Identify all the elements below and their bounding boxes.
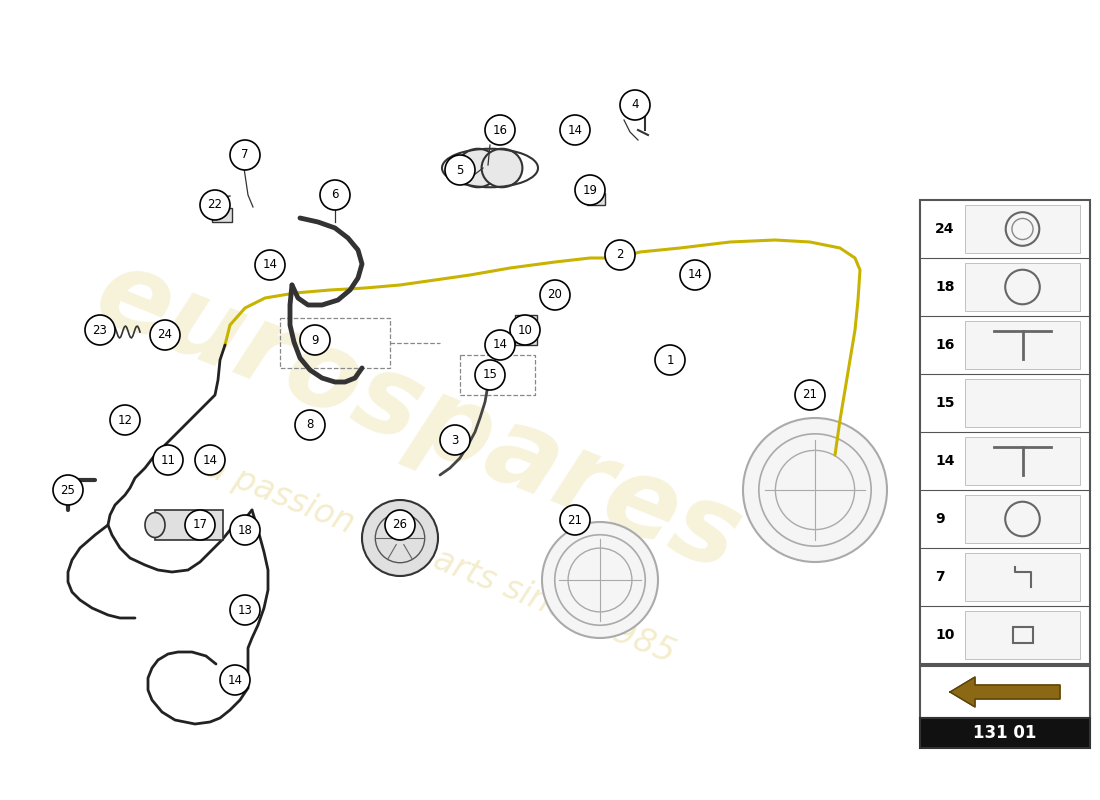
Text: 24: 24: [935, 222, 955, 236]
Bar: [965, 379, 1080, 427]
Bar: [515, 315, 537, 345]
Text: 2: 2: [616, 249, 624, 262]
Text: 9: 9: [935, 512, 945, 526]
Bar: [965, 263, 1080, 311]
Text: 4: 4: [631, 98, 639, 111]
Circle shape: [742, 418, 887, 562]
Text: 12: 12: [118, 414, 132, 426]
Bar: [1012, 627, 1033, 643]
Bar: [587, 193, 605, 205]
Text: 22: 22: [208, 198, 222, 211]
Text: 11: 11: [161, 454, 176, 466]
Text: 14: 14: [568, 123, 583, 137]
Text: 3: 3: [451, 434, 459, 446]
Bar: [155, 510, 223, 540]
Text: 6: 6: [331, 189, 339, 202]
Text: 13: 13: [238, 603, 252, 617]
Circle shape: [510, 315, 540, 345]
Text: 24: 24: [157, 329, 173, 342]
Circle shape: [440, 425, 470, 455]
Bar: [920, 718, 1090, 748]
Circle shape: [654, 345, 685, 375]
Text: 14: 14: [493, 338, 507, 351]
Circle shape: [485, 330, 515, 360]
Text: 7: 7: [241, 149, 249, 162]
Circle shape: [200, 190, 230, 220]
Ellipse shape: [145, 513, 165, 538]
Text: 14: 14: [228, 674, 242, 686]
Circle shape: [485, 115, 515, 145]
Bar: [920, 666, 1090, 718]
Circle shape: [542, 522, 658, 638]
Text: 17: 17: [192, 518, 208, 531]
Circle shape: [110, 405, 140, 435]
Text: 131 01: 131 01: [974, 724, 1036, 742]
Text: 8: 8: [306, 418, 313, 431]
Circle shape: [362, 500, 438, 576]
Text: 9: 9: [311, 334, 319, 346]
Circle shape: [255, 250, 285, 280]
Circle shape: [680, 260, 710, 290]
Circle shape: [475, 360, 505, 390]
Text: eurospares: eurospares: [80, 238, 756, 594]
Text: 14: 14: [688, 269, 703, 282]
Text: 10: 10: [935, 628, 955, 642]
Text: 26: 26: [393, 518, 407, 531]
Polygon shape: [950, 677, 1060, 707]
Text: 19: 19: [583, 183, 597, 197]
Text: 14: 14: [263, 258, 277, 271]
Text: 14: 14: [202, 454, 218, 466]
Text: 16: 16: [935, 338, 955, 352]
Circle shape: [230, 515, 260, 545]
Bar: [965, 205, 1080, 253]
Text: a passion for parts since 1985: a passion for parts since 1985: [200, 450, 680, 670]
Circle shape: [230, 140, 260, 170]
Bar: [920, 200, 1090, 664]
Text: 14: 14: [935, 454, 955, 468]
Circle shape: [620, 90, 650, 120]
Bar: [965, 321, 1080, 369]
Circle shape: [53, 475, 82, 505]
Circle shape: [185, 510, 214, 540]
Bar: [965, 495, 1080, 543]
Circle shape: [575, 175, 605, 205]
Circle shape: [153, 445, 183, 475]
Bar: [965, 611, 1080, 659]
Bar: [965, 437, 1080, 485]
Circle shape: [320, 180, 350, 210]
Text: 1: 1: [667, 354, 673, 366]
Circle shape: [605, 240, 635, 270]
Circle shape: [300, 325, 330, 355]
Text: 25: 25: [60, 483, 76, 497]
Text: 20: 20: [548, 289, 562, 302]
Text: 23: 23: [92, 323, 108, 337]
Text: 15: 15: [483, 369, 497, 382]
Circle shape: [195, 445, 226, 475]
Circle shape: [385, 510, 415, 540]
Circle shape: [150, 320, 180, 350]
Circle shape: [230, 595, 260, 625]
Text: 21: 21: [568, 514, 583, 526]
Ellipse shape: [458, 149, 498, 187]
Circle shape: [446, 155, 475, 185]
Ellipse shape: [482, 149, 522, 187]
Circle shape: [795, 380, 825, 410]
Circle shape: [295, 410, 324, 440]
Text: 18: 18: [935, 280, 955, 294]
Circle shape: [560, 505, 590, 535]
Circle shape: [220, 665, 250, 695]
Text: 5: 5: [456, 163, 464, 177]
Text: 10: 10: [518, 323, 532, 337]
Circle shape: [85, 315, 116, 345]
Text: 21: 21: [803, 389, 817, 402]
Text: 7: 7: [935, 570, 945, 584]
Circle shape: [560, 115, 590, 145]
Text: 16: 16: [493, 123, 507, 137]
Bar: [212, 208, 232, 222]
Text: 15: 15: [935, 396, 955, 410]
Text: 18: 18: [238, 523, 252, 537]
Circle shape: [540, 280, 570, 310]
Bar: [965, 553, 1080, 601]
